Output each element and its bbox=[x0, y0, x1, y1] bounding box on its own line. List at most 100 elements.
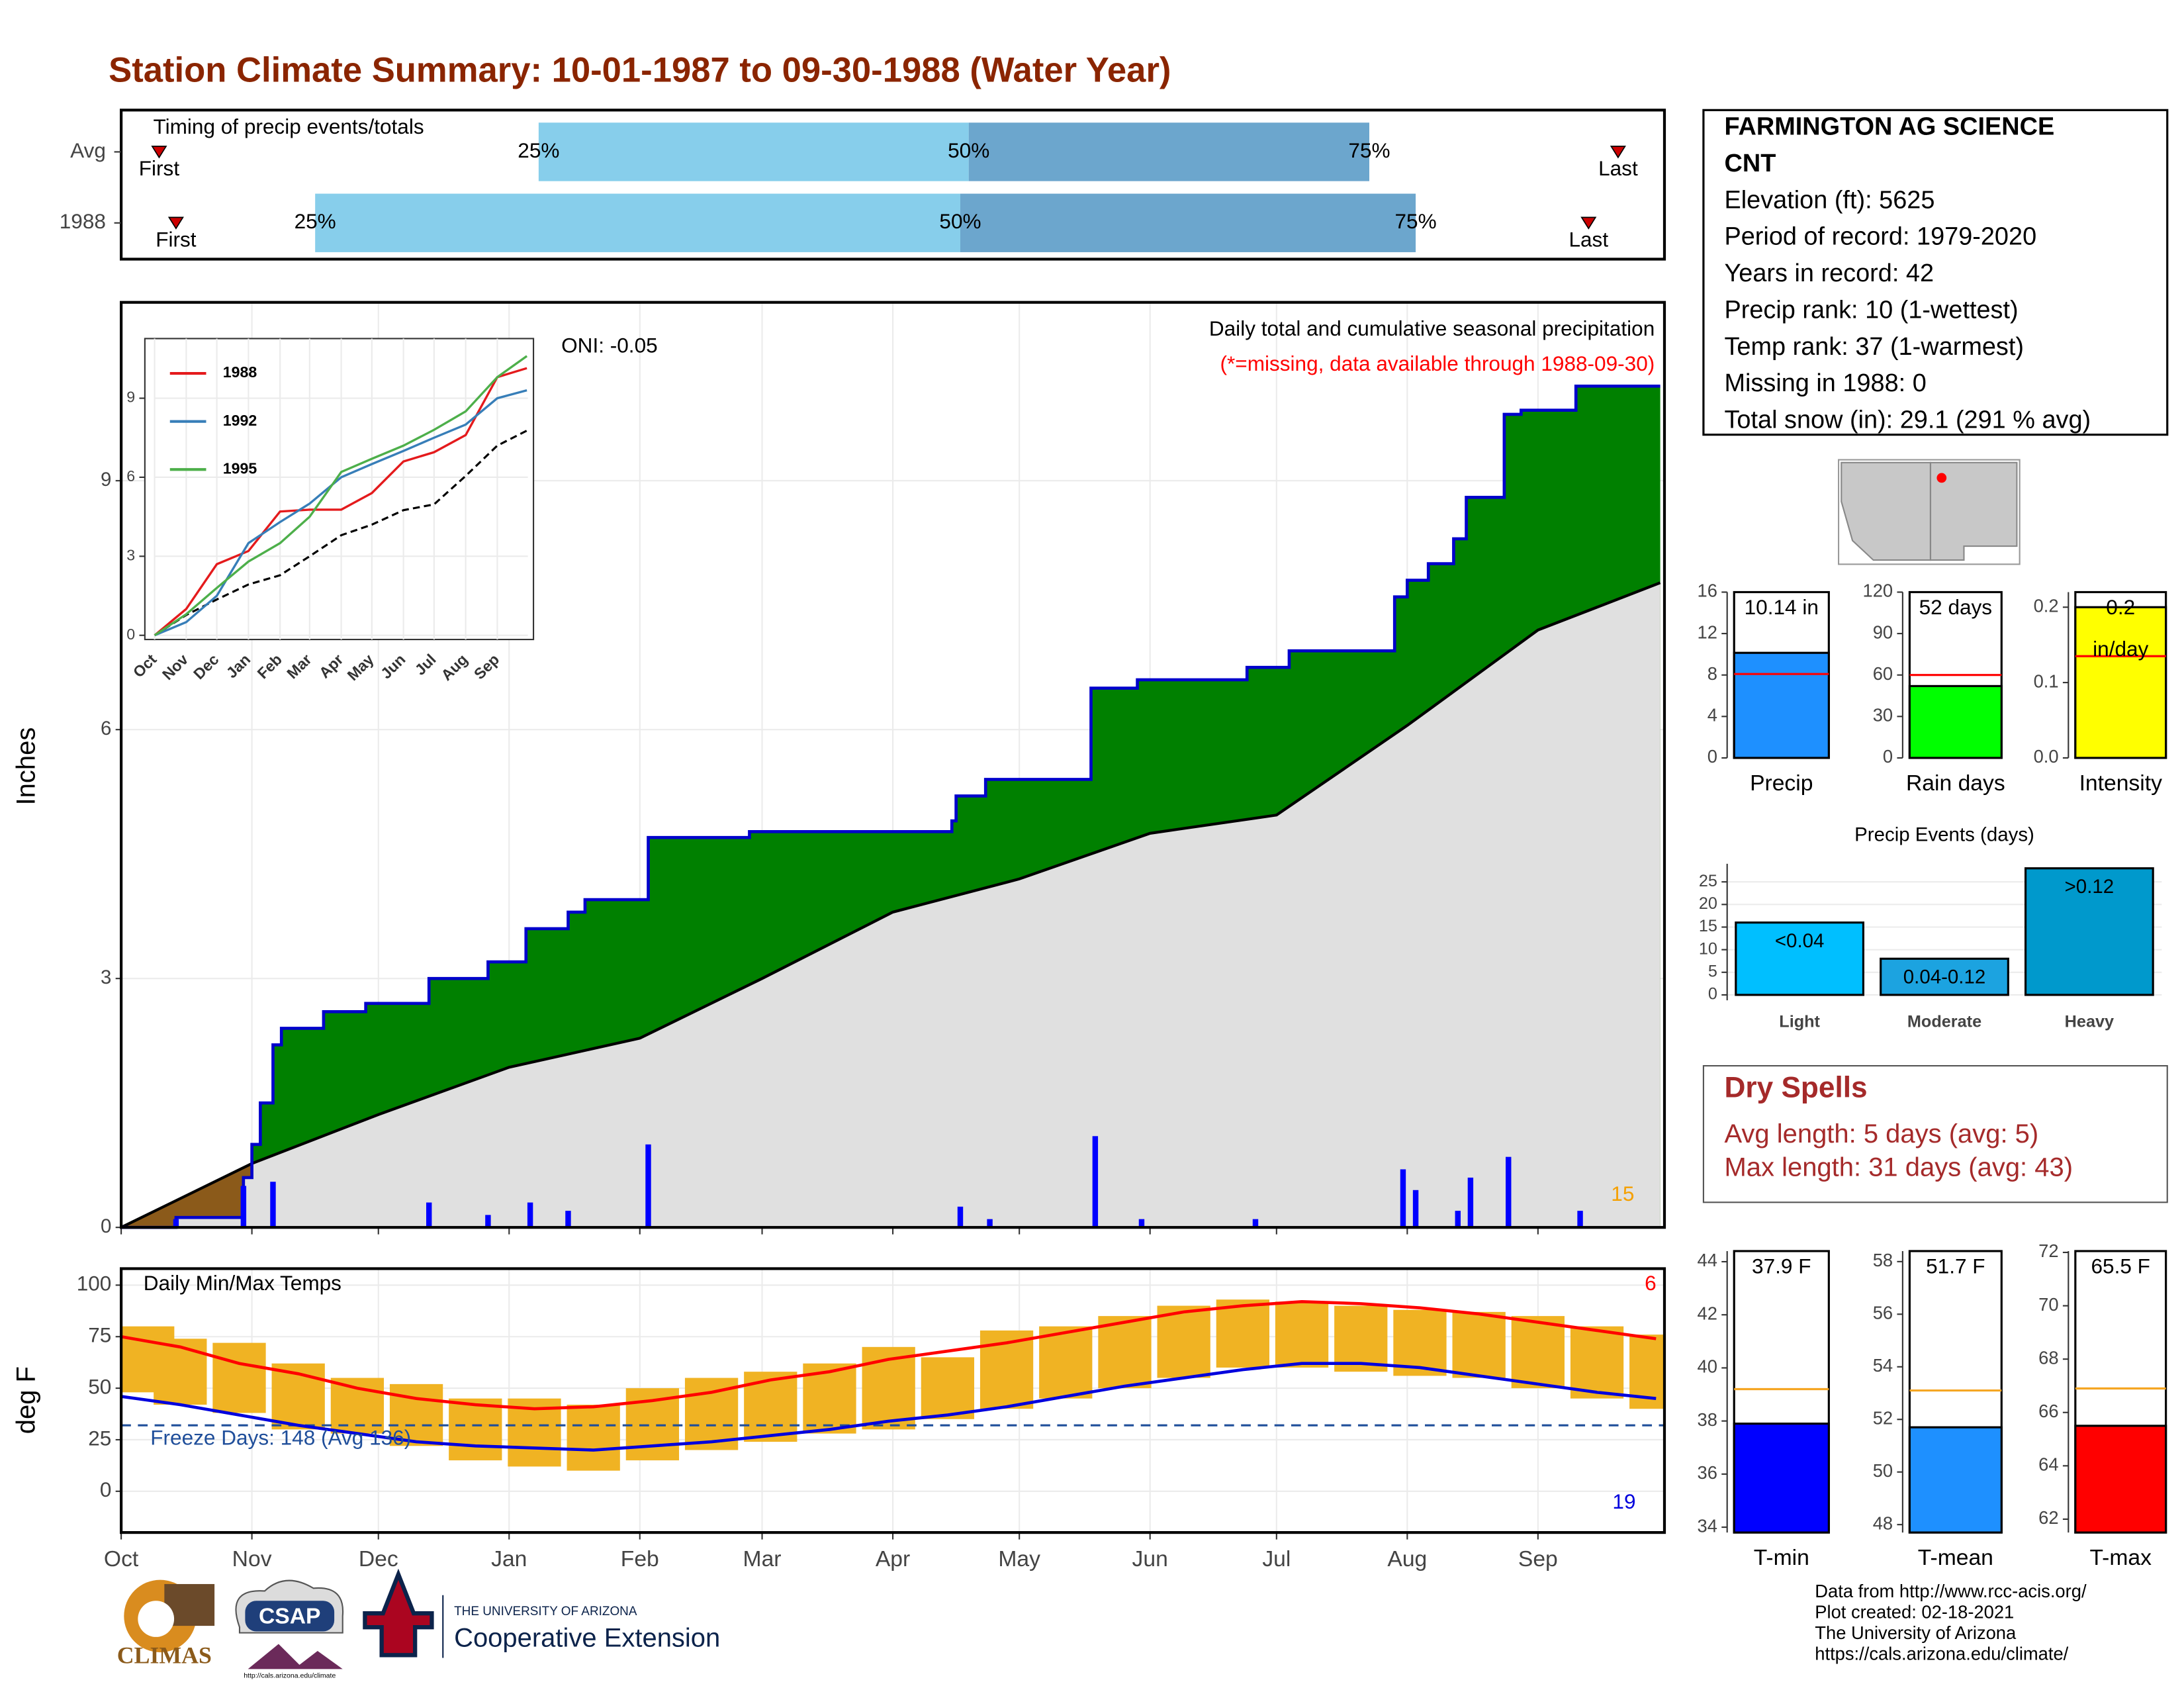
count-label: 19 bbox=[1612, 1489, 1635, 1513]
x-tick-label: Jan bbox=[491, 1547, 527, 1571]
timing-bar bbox=[538, 122, 969, 181]
y-tick-label: 44 bbox=[1698, 1250, 1717, 1270]
daily-precip-bar bbox=[173, 1219, 179, 1228]
station-line: Precip rank: 10 (1-wettest) bbox=[1724, 296, 2018, 324]
y-tick-label: 3 bbox=[126, 546, 135, 563]
ua-logo: THE UNIVERSITY OF ARIZONA Cooperative Ex… bbox=[363, 1568, 720, 1658]
station-line: Years in record: 42 bbox=[1724, 259, 1934, 287]
footer-line: https://cals.arizona.edu/climate/ bbox=[1815, 1644, 2068, 1664]
station-line: Temp rank: 37 (1-warmest) bbox=[1724, 333, 2024, 361]
panel-title: Daily Min/Max Temps bbox=[144, 1271, 341, 1295]
timing-bar bbox=[968, 122, 1369, 181]
category-label: T-mean bbox=[1918, 1546, 1993, 1570]
dry-spells-box bbox=[1702, 1064, 2168, 1203]
cumulative-line bbox=[121, 385, 1661, 1229]
y-tick-label: 20 bbox=[1699, 894, 1717, 913]
value-label: 37.9 F bbox=[1752, 1254, 1811, 1278]
value-label: <0.04 bbox=[1775, 930, 1825, 952]
daily-precip-bar bbox=[1506, 1156, 1512, 1228]
y-tick-label: 6 bbox=[126, 467, 135, 485]
y-tick-label: 9 bbox=[126, 389, 135, 406]
value-label: 52 days bbox=[1919, 595, 1993, 619]
y-tick-label: 0 bbox=[126, 626, 135, 643]
daily-precip-bar bbox=[987, 1219, 993, 1228]
x-tick-label: Sep bbox=[1518, 1547, 1558, 1571]
average-area bbox=[121, 583, 1661, 1228]
x-tick-label: Oct bbox=[104, 1547, 139, 1571]
daily-precip-bar bbox=[645, 1144, 651, 1228]
y-tick-label: 34 bbox=[1698, 1515, 1717, 1536]
timing-marker bbox=[1610, 146, 1626, 159]
y-tick-label: 0.0 bbox=[2034, 746, 2059, 767]
daily-precip-bar bbox=[1138, 1219, 1145, 1228]
oni-label: ONI: -0.05 bbox=[561, 333, 658, 357]
station-line: Elevation (ft): 5625 bbox=[1724, 186, 1934, 214]
marker-label: First bbox=[139, 156, 180, 180]
y-tick-label: 10 bbox=[1699, 939, 1717, 958]
value-label: 0.04-0.12 bbox=[1903, 966, 1985, 988]
series-line bbox=[154, 389, 527, 637]
daily-precip-bar bbox=[565, 1211, 571, 1228]
percent-label: 50% bbox=[939, 209, 981, 233]
daily-precip-bar bbox=[270, 1182, 276, 1228]
y-tick-label: 75 bbox=[88, 1323, 111, 1347]
x-tick-label: Aug bbox=[1387, 1547, 1427, 1571]
logo-text: CLIMAS bbox=[117, 1642, 212, 1669]
timing-bar bbox=[960, 193, 1416, 252]
category-label: Rain days bbox=[1906, 771, 2005, 796]
panel-subtitle: Daily total and cumulative seasonal prec… bbox=[1209, 316, 1655, 340]
y-tick-label: 48 bbox=[1873, 1513, 1893, 1533]
unit-label: in/day bbox=[2093, 637, 2148, 661]
average-temp-line bbox=[120, 1362, 1657, 1452]
dry-spells-title: Dry Spells bbox=[1724, 1072, 1867, 1104]
logo-url: http://cals.arizona.edu/climate bbox=[244, 1672, 336, 1680]
freeze-label: Freeze Days: 148 (Avg 136) bbox=[150, 1425, 411, 1449]
panel-title: Precip Events (days) bbox=[1854, 824, 2034, 846]
y-axis-label: Inches bbox=[12, 727, 41, 806]
location-map bbox=[1838, 459, 2021, 565]
value-label: >0.12 bbox=[2065, 876, 2115, 898]
event-bar bbox=[2025, 867, 2154, 996]
category-label: T-min bbox=[1754, 1546, 1809, 1570]
y-tick-label: 50 bbox=[88, 1374, 111, 1398]
daily-precip-bar bbox=[1412, 1190, 1419, 1228]
temp-range-bar bbox=[1570, 1326, 1624, 1399]
daily-precip-bar bbox=[527, 1202, 533, 1228]
category-label: Intensity bbox=[2079, 771, 2163, 796]
value-label: 51.7 F bbox=[1926, 1254, 1985, 1278]
daily-precip-bar bbox=[1455, 1211, 1461, 1228]
y-tick-label: 66 bbox=[2038, 1401, 2058, 1421]
y-tick-label: 40 bbox=[1698, 1356, 1717, 1377]
daily-precip-bar bbox=[957, 1206, 964, 1228]
percent-label: 25% bbox=[295, 209, 336, 233]
y-tick-label: 70 bbox=[2038, 1294, 2058, 1315]
gauge-bar bbox=[1733, 651, 1830, 759]
temp-range-bar bbox=[1039, 1326, 1093, 1399]
footer-line: Plot created: 02-18-2021 bbox=[1815, 1601, 2014, 1622]
series-line bbox=[154, 355, 528, 637]
daily-precip-bar bbox=[426, 1202, 432, 1228]
timing-marker bbox=[151, 146, 167, 159]
y-tick-label: 54 bbox=[1873, 1355, 1893, 1376]
temp-range-bar bbox=[154, 1338, 207, 1405]
average-line bbox=[120, 581, 1661, 1229]
station-line: Period of record: 1979-2020 bbox=[1724, 223, 2036, 251]
footer-line: Data from http://www.rcc-acis.org/ bbox=[1815, 1581, 2087, 1601]
legend-label: 1992 bbox=[223, 412, 257, 429]
gauge-bar bbox=[1733, 1423, 1830, 1534]
x-tick-label: Mar bbox=[743, 1547, 782, 1571]
marker-label: Last bbox=[1598, 156, 1638, 180]
x-tick-label: Feb bbox=[621, 1547, 659, 1571]
station-line: CNT bbox=[1724, 150, 1776, 177]
logo-text: Cooperative Extension bbox=[454, 1624, 720, 1653]
csap-logo: CSAP http://cals.arizona.edu/climate bbox=[235, 1579, 344, 1680]
y-tick-label: 0.1 bbox=[2034, 671, 2059, 691]
y-tick-label: 68 bbox=[2038, 1347, 2058, 1368]
value-label: 10.14 in bbox=[1745, 595, 1819, 619]
legend-label: 1988 bbox=[223, 363, 257, 381]
y-tick-label: 3 bbox=[101, 966, 111, 988]
x-tick-label: Apr bbox=[876, 1547, 910, 1571]
timing-marker bbox=[167, 216, 184, 230]
